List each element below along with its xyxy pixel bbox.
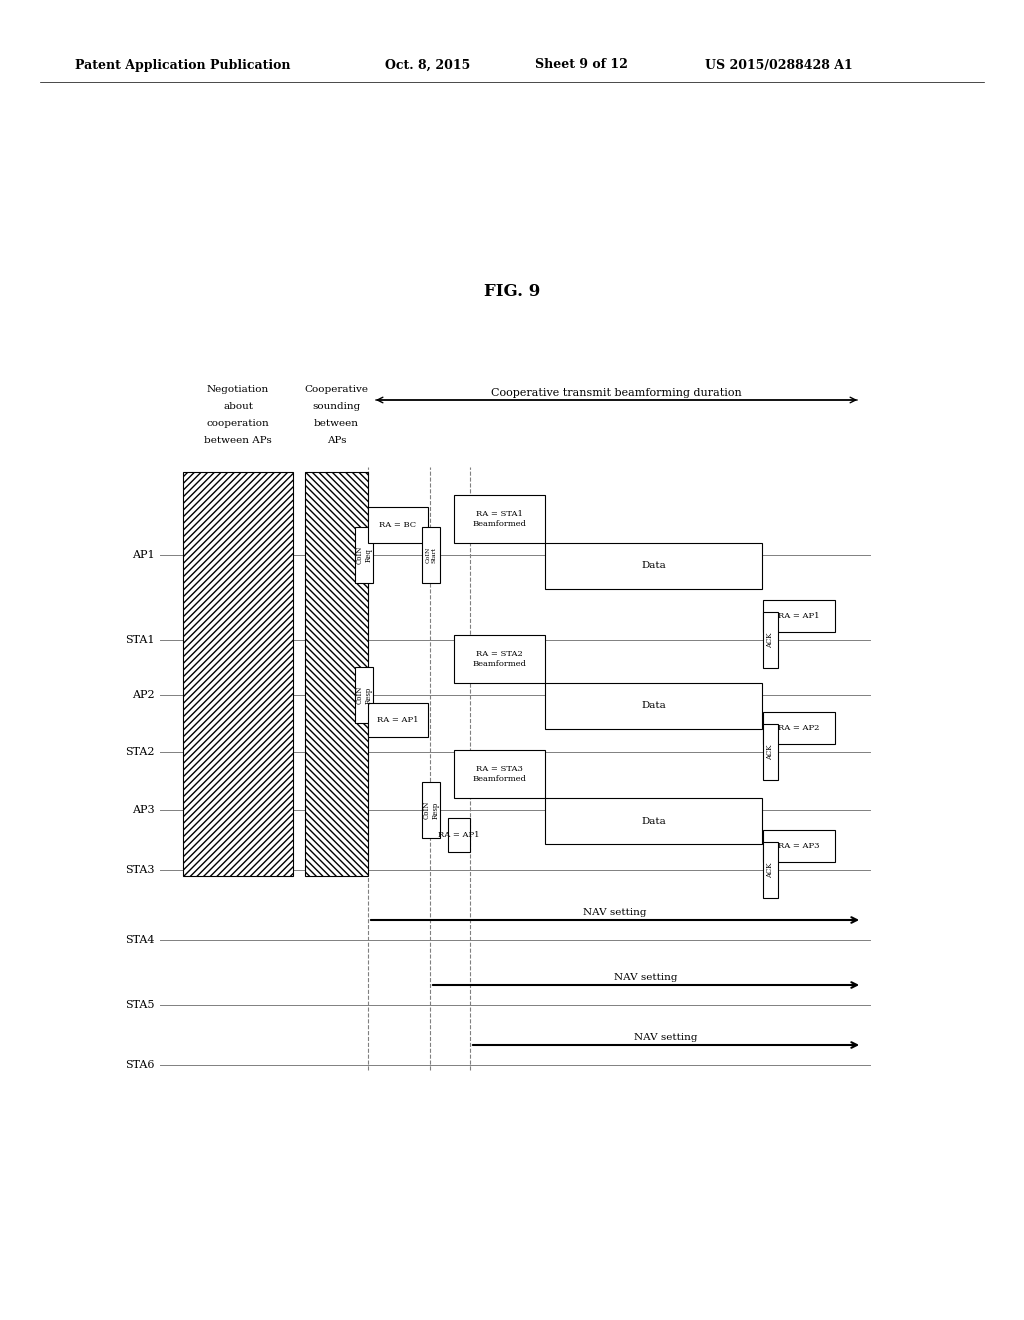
- Text: Cooperative: Cooperative: [304, 385, 369, 393]
- Text: STA5: STA5: [126, 1001, 155, 1010]
- Text: cooperation: cooperation: [207, 418, 269, 428]
- Text: about: about: [223, 403, 253, 411]
- Text: CoIN
Resp: CoIN Resp: [355, 686, 373, 704]
- Bar: [763, 842, 778, 898]
- Bar: [763, 601, 835, 632]
- Text: Oct. 8, 2015: Oct. 8, 2015: [385, 58, 470, 71]
- Text: between APs: between APs: [204, 436, 272, 445]
- Text: Patent Application Publication: Patent Application Publication: [75, 58, 291, 71]
- Text: Cooperative transmit beamforming duration: Cooperative transmit beamforming duratio…: [492, 388, 741, 399]
- Text: RA = BC: RA = BC: [380, 521, 417, 529]
- Text: RA = STA2
Beamformed: RA = STA2 Beamformed: [472, 651, 526, 668]
- Bar: [454, 495, 545, 543]
- Text: RA = AP1: RA = AP1: [438, 832, 480, 840]
- Text: Negotiation: Negotiation: [207, 385, 269, 393]
- Text: STA6: STA6: [126, 1060, 155, 1071]
- Bar: [422, 781, 440, 838]
- Text: NAV setting: NAV setting: [584, 908, 647, 917]
- Bar: [763, 830, 835, 862]
- Text: RA = STA1
Beamformed: RA = STA1 Beamformed: [472, 511, 526, 528]
- Text: sounding: sounding: [312, 403, 360, 411]
- Bar: [305, 473, 368, 876]
- Bar: [545, 682, 762, 729]
- Text: STA4: STA4: [126, 935, 155, 945]
- Text: AP1: AP1: [132, 550, 155, 560]
- Bar: [355, 527, 373, 583]
- Text: Data: Data: [641, 701, 666, 710]
- Text: RA = AP3: RA = AP3: [778, 842, 820, 850]
- Text: ACK: ACK: [767, 744, 774, 760]
- Text: CoIN
Req: CoIN Req: [355, 545, 373, 564]
- Text: RA = AP2: RA = AP2: [778, 723, 819, 733]
- Text: CoIN
Resp: CoIN Resp: [422, 801, 439, 820]
- Bar: [454, 635, 545, 682]
- Text: RA = AP1: RA = AP1: [377, 715, 419, 723]
- Text: RA = AP1: RA = AP1: [778, 612, 820, 620]
- Text: APs: APs: [327, 436, 346, 445]
- Bar: [368, 704, 428, 737]
- Bar: [545, 543, 762, 589]
- Text: Sheet 9 of 12: Sheet 9 of 12: [535, 58, 628, 71]
- Text: CoIN
Start: CoIN Start: [426, 546, 436, 564]
- Text: STA3: STA3: [126, 865, 155, 875]
- Bar: [763, 711, 835, 744]
- Text: RA = STA3
Beamformed: RA = STA3 Beamformed: [472, 766, 526, 783]
- Text: between: between: [314, 418, 359, 428]
- Bar: [422, 527, 440, 583]
- Bar: [763, 723, 778, 780]
- Text: Data: Data: [641, 817, 666, 825]
- Text: AP3: AP3: [132, 805, 155, 814]
- Text: US 2015/0288428 A1: US 2015/0288428 A1: [705, 58, 853, 71]
- Bar: [454, 750, 545, 799]
- Bar: [545, 799, 762, 843]
- Text: STA2: STA2: [126, 747, 155, 756]
- Text: FIG. 9: FIG. 9: [484, 284, 540, 301]
- Bar: [449, 818, 470, 851]
- Text: ACK: ACK: [767, 862, 774, 878]
- Text: Data: Data: [641, 561, 666, 570]
- Text: AP2: AP2: [132, 690, 155, 700]
- Bar: [355, 667, 373, 723]
- Bar: [368, 507, 428, 543]
- Text: NAV setting: NAV setting: [614, 973, 678, 982]
- Text: NAV setting: NAV setting: [634, 1034, 697, 1041]
- Bar: [183, 473, 293, 876]
- Text: ACK: ACK: [767, 632, 774, 648]
- Text: STA1: STA1: [126, 635, 155, 645]
- Bar: [763, 612, 778, 668]
